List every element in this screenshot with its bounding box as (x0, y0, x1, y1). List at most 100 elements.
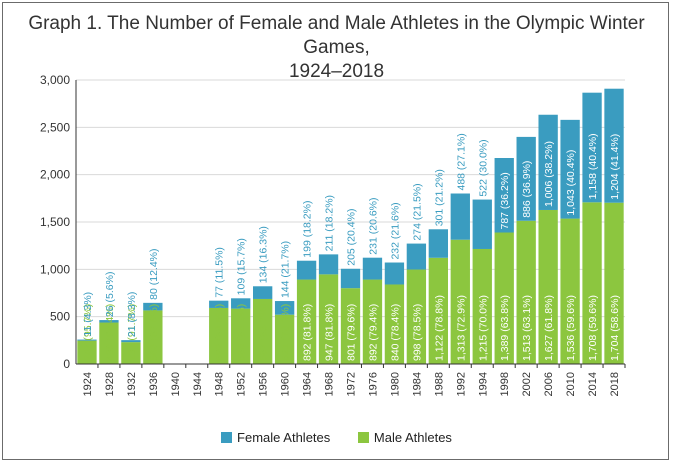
bar-male (450, 239, 470, 364)
x-tick-label: 2018 (609, 372, 621, 396)
data-label-female: 77 (11.5%) (214, 247, 226, 298)
bar-female (121, 340, 141, 343)
x-tick-label: 1948 (214, 372, 226, 396)
data-label-male: 231 (91.7%) (126, 304, 138, 361)
bar-female (406, 243, 427, 270)
data-label-female: 26 (5.6%) (104, 272, 116, 318)
bar-female (428, 229, 449, 258)
data-label-female: 231 (20.6%) (367, 197, 379, 254)
bar-female (494, 158, 514, 233)
data-label-female: 11 (4.3%) (82, 292, 94, 337)
bar-male (362, 279, 383, 364)
bar-female (362, 257, 383, 280)
legend-entry-female: Female Athletes (221, 430, 330, 445)
bar-male (121, 342, 141, 364)
x-tick-label: 1988 (433, 372, 445, 396)
y-tick-label: 2,500 (40, 120, 70, 134)
x-tick-label: 1992 (455, 372, 467, 396)
x-tick-label: 1998 (499, 372, 511, 396)
data-label-male: 521 (78.3%) (280, 304, 292, 361)
data-label-female: 232 (21.6%) (389, 202, 401, 259)
x-tick-label: 1936 (148, 372, 160, 396)
data-label-male: 1,313 (72.9%) (455, 295, 467, 361)
bar-female (384, 262, 405, 285)
data-label-male: 947 (81.8%) (324, 304, 336, 361)
bar-female (538, 114, 558, 210)
x-tick-label: 1960 (280, 372, 292, 396)
x-tick-label: 1994 (477, 372, 489, 396)
data-label-female: 301 (21.2%) (433, 169, 445, 226)
data-label-male: 801 (79.6%) (346, 304, 358, 361)
x-tick-label: 1924 (82, 372, 94, 396)
data-label-male: 438 (94.4%) (104, 304, 116, 361)
data-label-female: 1,158 (40.4%) (587, 133, 599, 199)
bar-male (77, 340, 97, 364)
bar-male (472, 248, 492, 364)
legend-label-female: Female Athletes (237, 430, 331, 445)
bar-female (450, 193, 470, 240)
data-label-female: 144 (21.7%) (280, 241, 292, 298)
bar-female (274, 301, 295, 315)
y-tick-label: 1,000 (40, 262, 70, 276)
x-tick-label: 1952 (236, 372, 248, 396)
data-label-male: 1,122 (78.8%) (433, 295, 445, 361)
data-label-female: 522 (30.0%) (477, 139, 489, 196)
bar-male (538, 209, 558, 364)
bar-female (516, 136, 536, 221)
data-label-female: 205 (20.4%) (346, 209, 358, 266)
data-label-male: 687 (83.7%) (258, 304, 270, 361)
bar-female (340, 268, 361, 289)
x-tick-label: 1976 (367, 372, 379, 396)
chart-title-line-2: 1924–2018 (288, 61, 385, 82)
data-label-male: 566 (87.6%) (148, 304, 160, 361)
bar-male (318, 274, 339, 364)
bar-female (560, 119, 580, 219)
data-label-female: 886 (36.9%) (521, 161, 533, 218)
bar-male (428, 257, 449, 364)
data-label-female: 80 (12.4%) (148, 248, 160, 299)
data-label-male: 1,708 (59.6%) (587, 295, 599, 361)
bar-female (472, 199, 492, 249)
bar-female (582, 92, 602, 203)
data-label-female: 1,006 (38.2%) (543, 141, 555, 207)
bar-female (77, 339, 97, 341)
y-tick-label: 0 (63, 357, 70, 371)
x-tick-label: 2014 (587, 372, 599, 396)
x-tick-label: 1984 (411, 372, 423, 396)
bar-male (406, 269, 427, 364)
legend-label-male: Male Athletes (373, 430, 452, 445)
x-tick-label: 1928 (104, 372, 116, 396)
bar-female (209, 300, 229, 308)
axes: 0 500 1,000 1,500 2,000 2,500 3,000 1924 1928 193… (40, 73, 626, 396)
bar-female (252, 286, 273, 299)
data-label-female: 1,043 (40.4%) (565, 150, 577, 216)
bar-male (384, 284, 405, 364)
data-label-female: 134 (16.3%) (258, 226, 270, 283)
x-tick-label: 1932 (126, 372, 138, 396)
bar-male (143, 310, 163, 364)
bar-male (252, 298, 273, 364)
data-label-male: 592 (88.5%) (214, 304, 226, 361)
bar-male (274, 314, 295, 364)
y-tick-label: 500 (50, 310, 70, 324)
data-label-male: 1,389 (63.8%) (499, 295, 511, 361)
x-tick-label: 1956 (258, 372, 270, 396)
data-label-female: 488 (27.1%) (455, 133, 467, 190)
data-labels: 247 (95.7%)11 (4.3%) 438 (94.4%)26 (5.6%)… (82, 133, 621, 361)
data-label-female: 199 (18.2%) (302, 201, 314, 258)
data-label-male: 1,627 (61.8%) (543, 295, 555, 361)
bar-female (143, 302, 163, 311)
bar-male (296, 279, 317, 364)
data-label-female: 109 (15.7%) (236, 238, 248, 295)
y-tick-label: 3,000 (40, 73, 70, 87)
data-label-male: 247 (95.7%) (82, 304, 94, 361)
data-label-male: 1,704 (58.6%) (609, 295, 621, 361)
chart-title-line-1: Graph 1. The Number of Female and Male A… (28, 13, 645, 58)
legend: Female Athletes Male Athletes (0, 430, 673, 446)
data-label-male: 892 (79.4%) (367, 304, 379, 361)
data-label-female: 21 (8.3%) (126, 292, 138, 338)
data-label-male: 892 (81.8%) (302, 304, 314, 361)
data-label-male: 1,215 (70.0%) (477, 295, 489, 361)
x-tick-label: 1940 (170, 372, 182, 396)
